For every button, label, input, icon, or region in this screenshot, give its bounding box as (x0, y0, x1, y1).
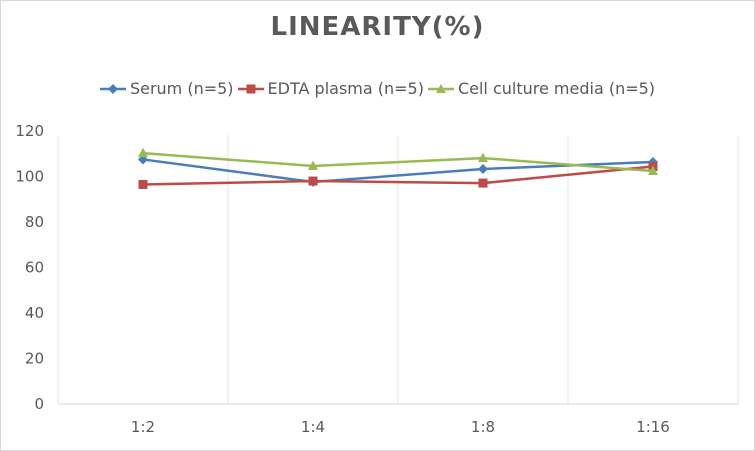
legend-marker-triangle-icon (427, 83, 454, 93)
data-point-square (308, 176, 318, 186)
data-point-triangle (138, 147, 148, 158)
y-tick-label: 80 (25, 213, 44, 231)
data-point-square (478, 178, 488, 188)
y-tick-label: 40 (25, 304, 44, 322)
x-tick-label: 1:16 (636, 418, 670, 436)
legend-item-edta-plasma: EDTA plasma (n=5) (237, 79, 424, 98)
y-tick-label: 0 (34, 395, 44, 413)
y-tick-label: 120 (15, 122, 44, 140)
data-point-triangle (478, 152, 488, 163)
legend-label: Serum (n=5) (129, 79, 234, 98)
data-point-square (138, 179, 148, 189)
y-tick-label: 20 (25, 350, 44, 368)
chart-title: LINEARITY(%) (270, 12, 485, 42)
series-line-1 (142, 165, 654, 186)
series-line-2 (142, 151, 654, 173)
data-point-triangle (308, 160, 318, 171)
legend-label: EDTA plasma (n=5) (267, 79, 424, 98)
legend: Serum (n=5) EDTA plasma (n=5) Cell cultu… (0, 79, 755, 98)
x-tick-label: 1:8 (471, 418, 495, 436)
legend-marker-square-icon (237, 84, 264, 93)
x-tick-label: 1:2 (131, 418, 155, 436)
data-point-triangle (648, 165, 658, 176)
x-tick-label: 1:4 (301, 418, 325, 436)
legend-label: Cell culture media (n=5) (457, 79, 656, 98)
y-tick-label: 100 (15, 168, 44, 186)
y-tick-label: 60 (25, 259, 44, 277)
legend-marker-diamond-icon (99, 83, 126, 94)
data-point-diamond (478, 163, 488, 174)
legend-item-serum: Serum (n=5) (99, 79, 234, 98)
legend-item-cell-culture-media: Cell culture media (n=5) (427, 79, 656, 98)
